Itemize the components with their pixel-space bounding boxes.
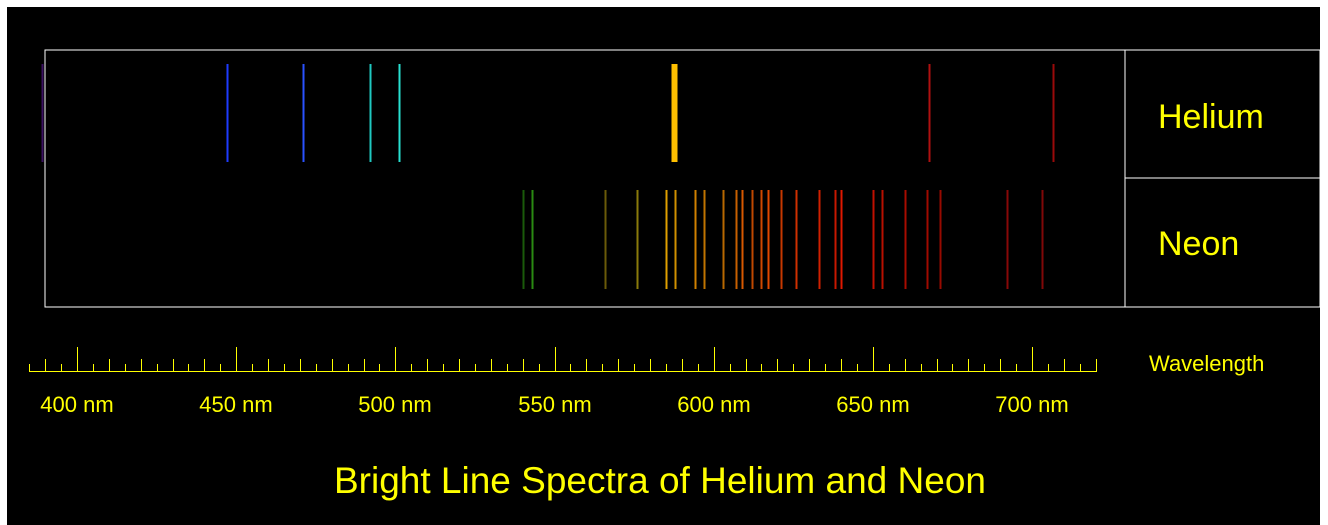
chart-title: Bright Line Spectra of Helium and Neon (334, 460, 986, 501)
chart-panel: Helium Neon 400 nm 450 nm 500 nm 550 nm 600 … (7, 7, 1320, 525)
tick-label-450: 450 nm (199, 392, 272, 417)
spectrum-chart: Helium Neon 400 nm 450 nm 500 nm 550 nm 600 … (29, 49, 1320, 501)
tick-label-550: 550 nm (518, 392, 591, 417)
series-label-helium: Helium (1158, 98, 1264, 136)
tick-label-650: 650 nm (836, 392, 909, 417)
tick-label-500: 500 nm (358, 392, 431, 417)
wavelength-ruler (29, 347, 1097, 372)
axis-label-wavelength: Wavelength (1149, 351, 1264, 376)
tick-label-700: 700 nm (995, 392, 1068, 417)
series-label-neon: Neon (1158, 225, 1239, 263)
neon-spectrum-lines (522, 190, 1044, 289)
tick-label-600: 600 nm (677, 392, 750, 417)
helium-spectrum-lines (41, 64, 1055, 162)
tick-label-400: 400 nm (40, 392, 113, 417)
spectrum-frame (44, 49, 1320, 308)
tick-labels: 400 nm 450 nm 500 nm 550 nm 600 nm 650 nm 700 … (40, 392, 1068, 417)
